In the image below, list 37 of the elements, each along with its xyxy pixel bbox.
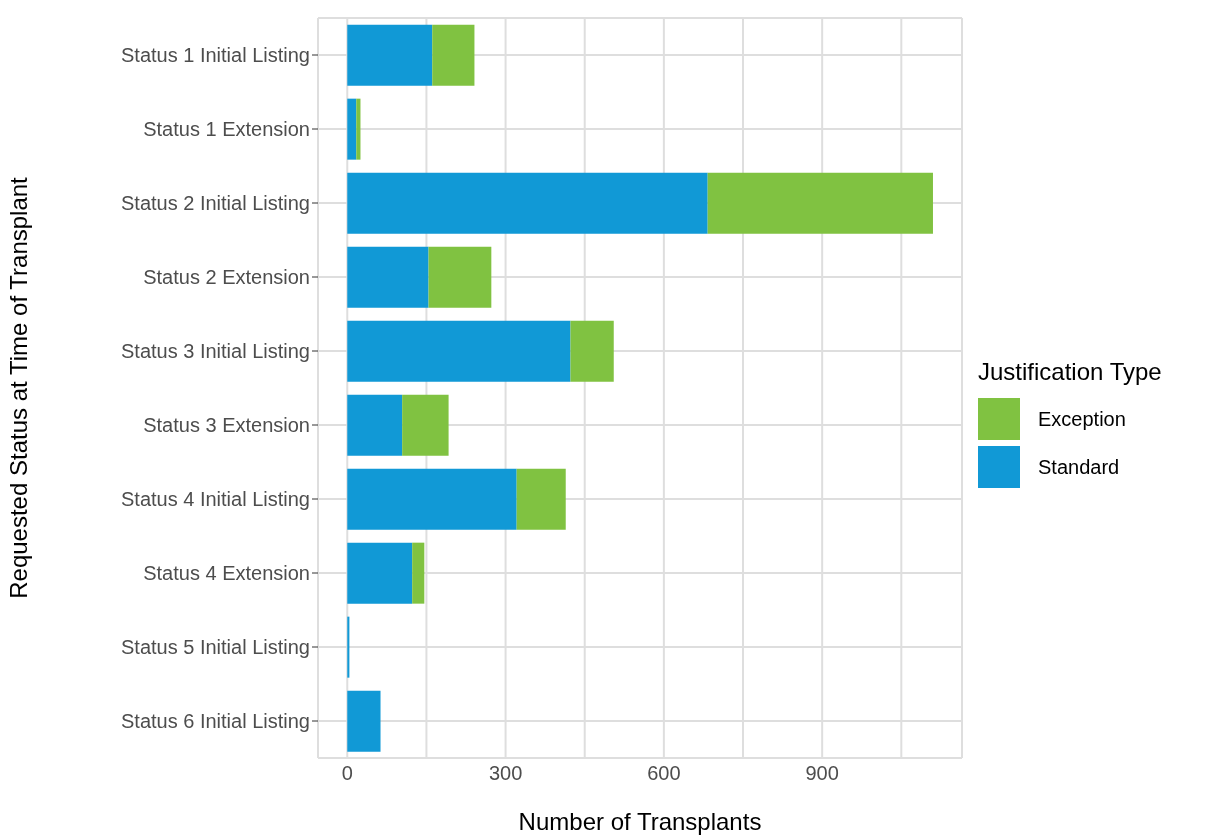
legend-label: Exception	[1038, 407, 1126, 431]
x-tick-label: 300	[488, 762, 523, 785]
bar	[347, 98, 357, 160]
bar	[570, 320, 614, 382]
y-tick-label: Status 2 Extension	[143, 266, 310, 289]
bar	[347, 394, 403, 456]
x-tick-label: 600	[647, 762, 681, 785]
y-tick-label: Status 1 Extension	[143, 118, 310, 141]
bar	[347, 24, 433, 86]
bar	[347, 690, 381, 752]
bar	[347, 246, 429, 308]
x-tick-label: 0	[341, 762, 353, 785]
bar	[516, 468, 566, 530]
y-tick-label: Status 3 Initial Listing	[121, 340, 310, 363]
bar	[347, 542, 413, 604]
bar	[347, 616, 350, 678]
y-tick-label: Status 5 Initial Listing	[121, 636, 310, 659]
y-tick-label: Status 4 Extension	[143, 562, 310, 585]
y-axis-title: Requested Status at Time of Transplant	[4, 176, 32, 599]
y-tick-label: Status 2 Initial Listing	[121, 192, 310, 215]
bar	[347, 468, 517, 530]
x-tick-label: 900	[805, 762, 839, 785]
bar	[707, 172, 933, 234]
bar	[428, 246, 492, 308]
bar	[356, 98, 361, 160]
legend-label: Standard	[1038, 455, 1120, 479]
y-tick-label: Status 4 Initial Listing	[121, 488, 310, 511]
bar	[347, 320, 571, 382]
bar	[412, 542, 425, 604]
y-tick-label: Status 6 Initial Listing	[121, 710, 310, 733]
legend-title: Justification Type	[978, 358, 1162, 386]
bar	[402, 394, 449, 456]
x-axis-title: Number of Transplants	[518, 808, 762, 835]
y-tick-label: Status 3 Extension	[143, 414, 310, 437]
bar	[347, 172, 708, 234]
bar	[432, 24, 475, 86]
y-tick-label: Status 1 Initial Listing	[121, 44, 310, 67]
